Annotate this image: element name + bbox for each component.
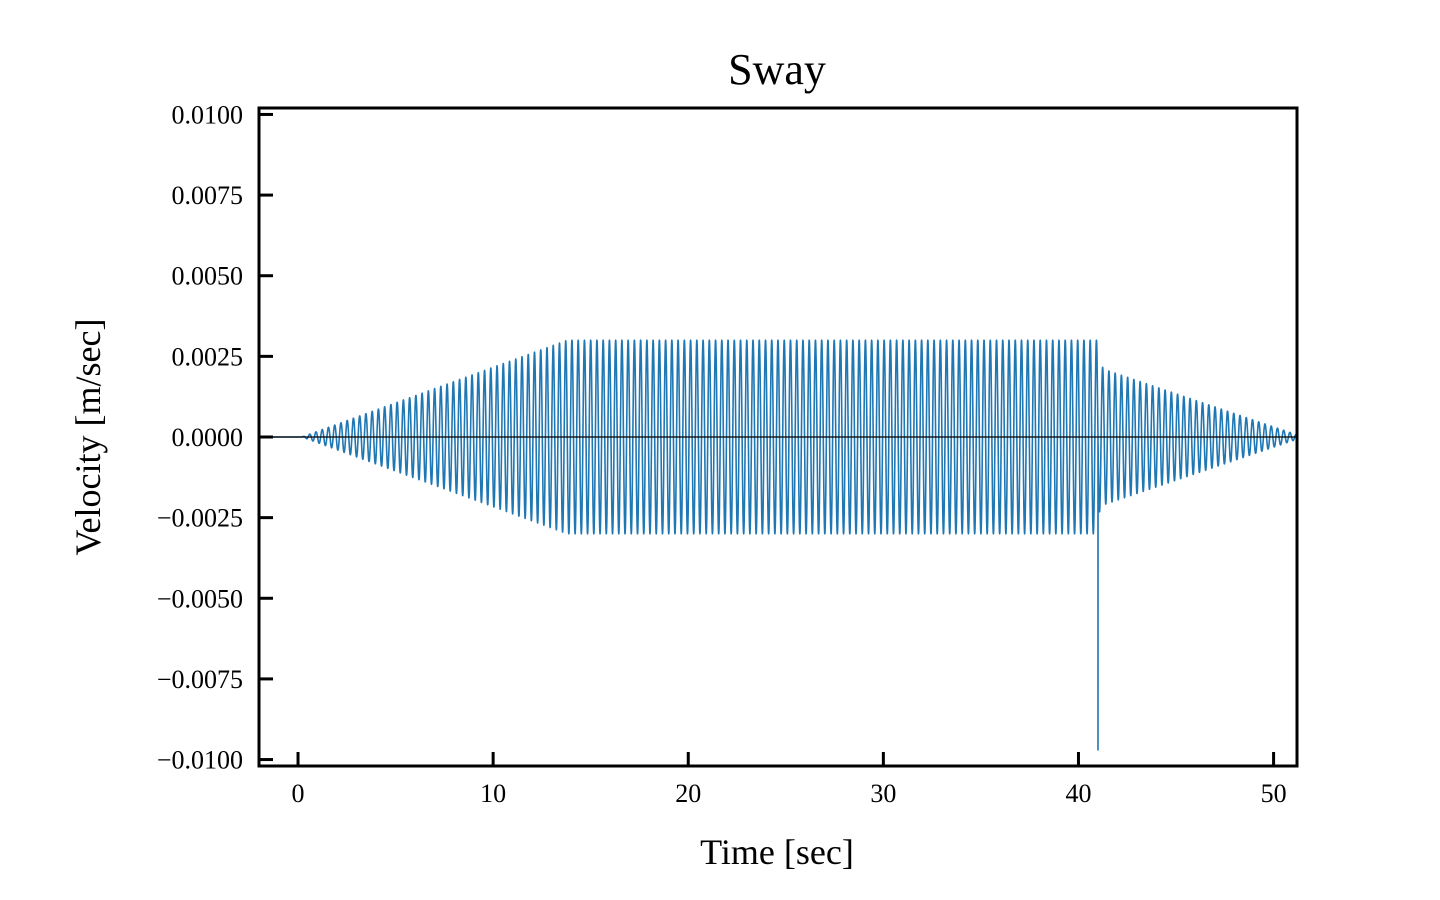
y-tick-label: −0.0100 xyxy=(157,746,243,775)
x-tick-label: 0 xyxy=(292,779,305,808)
y-tick-label: 0.0100 xyxy=(172,100,244,129)
x-tick-label: 10 xyxy=(480,779,506,808)
x-tick-label: 40 xyxy=(1065,779,1091,808)
x-tick-label: 20 xyxy=(675,779,701,808)
y-tick-label: 0.0075 xyxy=(172,181,244,210)
x-tick-label: 30 xyxy=(870,779,896,808)
chart-title: Sway xyxy=(728,45,826,94)
x-axis-label: Time [sec] xyxy=(700,832,854,872)
x-axis: 0 10 20 30 40 50 xyxy=(292,752,1287,808)
sway-velocity-series xyxy=(258,339,1298,751)
x-tick-label: 50 xyxy=(1261,779,1287,808)
y-axis: 0.0100 0.0075 0.0050 0.0025 0.0000 −0.0025 −0.… xyxy=(157,100,273,775)
y-tick-label: −0.0050 xyxy=(157,584,243,613)
y-tick-label: −0.0075 xyxy=(157,665,243,694)
plot-area xyxy=(257,106,1299,768)
y-tick-label: 0.0050 xyxy=(172,262,244,291)
y-axis-label: Velocity [m/sec] xyxy=(68,319,108,556)
y-tick-label: −0.0025 xyxy=(157,504,243,533)
y-tick-label: 0.0000 xyxy=(172,423,244,452)
y-tick-label: 0.0025 xyxy=(172,342,244,371)
